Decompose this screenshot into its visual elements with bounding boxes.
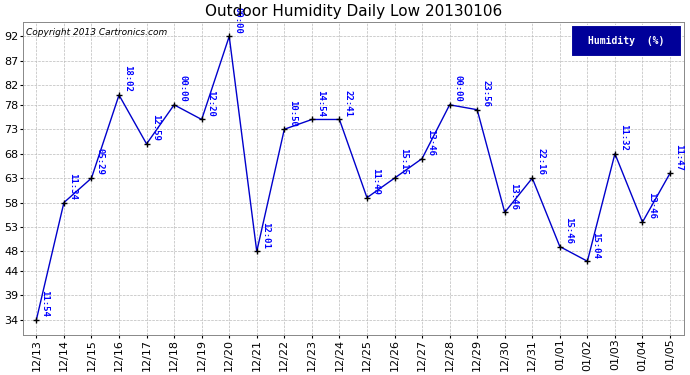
Text: 18:02: 18:02 [124,65,132,92]
Text: 11:54: 11:54 [41,290,50,317]
Text: 11:49: 11:49 [371,168,380,195]
Text: 00:00: 00:00 [233,7,242,34]
Text: 15:46: 15:46 [564,217,573,244]
Text: 00:00: 00:00 [178,75,187,102]
Text: 22:16: 22:16 [536,148,545,176]
Text: 12:59: 12:59 [150,114,159,141]
Text: Copyright 2013 Cartronics.com: Copyright 2013 Cartronics.com [26,28,167,37]
Text: 13:46: 13:46 [426,129,435,156]
Text: 13:46: 13:46 [509,183,518,210]
Text: 12:20: 12:20 [206,90,215,117]
Text: 15:04: 15:04 [591,232,600,258]
Text: 11:47: 11:47 [674,144,683,171]
Text: 11:34: 11:34 [68,173,77,200]
Text: 11:32: 11:32 [619,124,628,151]
Text: Humidity  (%): Humidity (%) [588,36,664,45]
Title: Outdoor Humidity Daily Low 20130106: Outdoor Humidity Daily Low 20130106 [204,4,502,19]
Text: 15:15: 15:15 [399,148,408,176]
Text: 10:50: 10:50 [288,100,297,126]
Text: 13:46: 13:46 [647,192,656,219]
Text: 23:56: 23:56 [482,80,491,107]
Text: 22:41: 22:41 [344,90,353,117]
FancyBboxPatch shape [571,25,680,56]
Text: 14:54: 14:54 [316,90,325,117]
Text: 12:01: 12:01 [261,222,270,249]
Text: 00:00: 00:00 [454,75,463,102]
Text: 05:29: 05:29 [96,148,105,176]
